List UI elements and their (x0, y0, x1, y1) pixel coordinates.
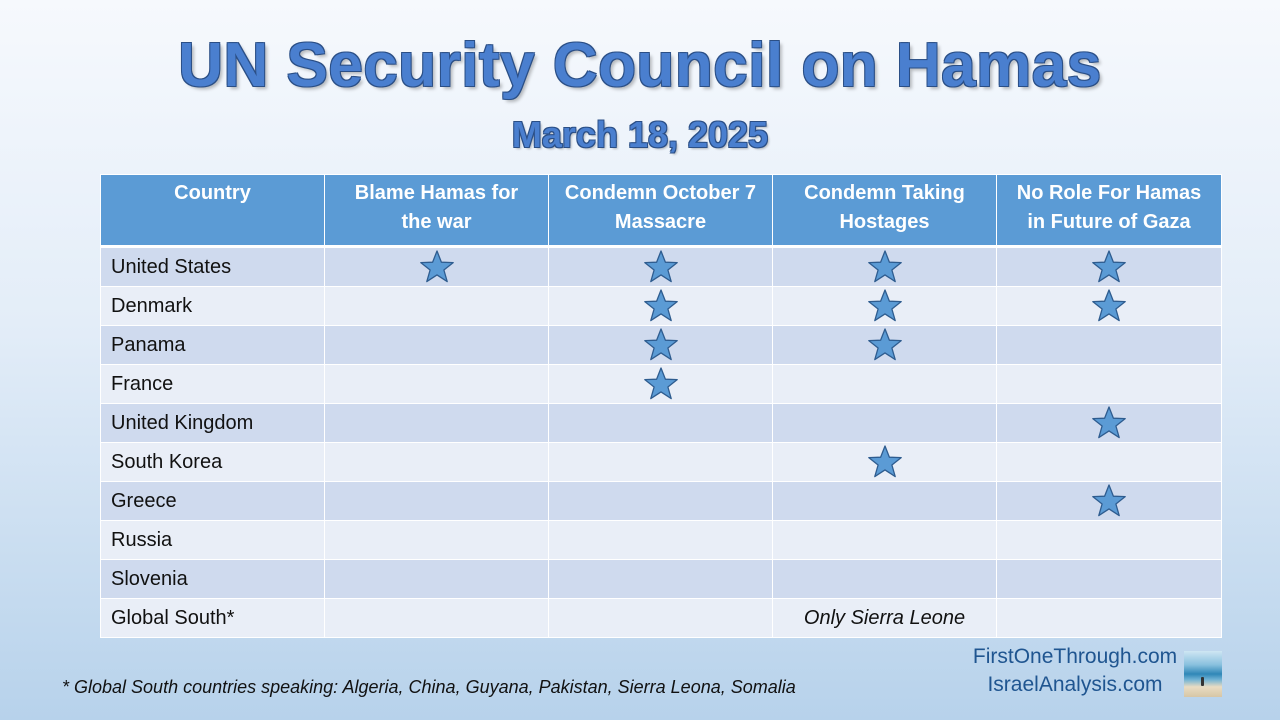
country-cell: South Korea (100, 442, 325, 482)
column-header-line: in Future of Gaza (1027, 211, 1191, 233)
vote-cell (324, 442, 549, 482)
column-header-line: Hostages (839, 211, 930, 233)
star-icon (643, 288, 679, 324)
footnote: * Global South countries speaking: Alger… (62, 677, 796, 697)
star-icon (1091, 288, 1127, 324)
vote-cell (772, 403, 997, 443)
country-cell: Denmark (100, 286, 325, 326)
star-icon (1091, 483, 1127, 519)
beach-photo-icon (1184, 651, 1222, 697)
vote-cell (324, 520, 549, 560)
vote-cell (996, 598, 1222, 638)
country-cell: Slovenia (100, 559, 325, 599)
country-cell: France (100, 364, 325, 404)
star-icon (867, 249, 903, 285)
star-icon (419, 249, 455, 285)
vote-cell (548, 364, 773, 404)
table-row: Russia (100, 520, 1222, 560)
vote-cell (772, 286, 997, 326)
vote-cell (772, 559, 997, 599)
vote-cell (996, 364, 1222, 404)
star-icon (643, 327, 679, 363)
vote-cell (324, 403, 549, 443)
vote-cell (772, 246, 997, 287)
star-icon (643, 249, 679, 285)
column-header-line: Condemn Taking (804, 182, 965, 204)
person-figure (1201, 677, 1204, 686)
table-row: Greece (100, 481, 1222, 521)
country-cell: Russia (100, 520, 325, 560)
vote-cell (324, 286, 549, 326)
vote-cell (996, 325, 1222, 365)
vote-cell (996, 520, 1222, 560)
vote-cell (548, 246, 773, 287)
vote-cell (772, 520, 997, 560)
vote-cell (996, 403, 1222, 443)
votes-table: Country Blame Hamas for the war Condemn Oct… (100, 174, 1222, 638)
vote-cell (324, 364, 549, 404)
country-cell: United States (100, 246, 325, 287)
column-header-line: Massacre (614, 211, 707, 233)
table-row: United States (100, 246, 1222, 287)
credits: FirstOneThrough.com IsraelAnalysis.com (960, 643, 1190, 699)
vote-cell (996, 286, 1222, 326)
vote-cell (772, 364, 997, 404)
vote-cell (548, 442, 773, 482)
column-header: No Role For Hamas in Future of Gaza (996, 174, 1222, 248)
credit-site-1[interactable]: FirstOneThrough.com (972, 645, 1178, 668)
country-cell: United Kingdom (100, 403, 325, 443)
vote-cell (324, 598, 549, 638)
vote-cell (548, 598, 773, 638)
vote-cell (548, 520, 773, 560)
vote-cell (548, 481, 773, 521)
vote-cell (772, 325, 997, 365)
vote-cell (324, 559, 549, 599)
table-row: Panama (100, 325, 1222, 365)
table-row: Global South* Only Sierra Leone (100, 598, 1222, 638)
vote-cell (772, 481, 997, 521)
vote-cell (548, 403, 773, 443)
vote-cell (548, 559, 773, 599)
column-header-line: Condemn October 7 (564, 182, 757, 204)
vote-cell (772, 442, 997, 482)
star-icon (643, 366, 679, 402)
country-cell: Global South* (100, 598, 325, 638)
vote-cell (996, 559, 1222, 599)
star-icon (1091, 249, 1127, 285)
table-row: United Kingdom (100, 403, 1222, 443)
page-title: UN Security Council on Hamas (178, 31, 1102, 100)
country-cell: Greece (100, 481, 325, 521)
country-cell: Panama (100, 325, 325, 365)
vote-cell (548, 286, 773, 326)
column-header: Condemn Taking Hostages (772, 174, 997, 248)
column-header: Country (100, 174, 325, 248)
column-header-line: the war (401, 211, 472, 233)
cell-note: Only Sierra Leone (803, 606, 966, 629)
table-header-row: Country Blame Hamas for the war Condemn Oct… (100, 174, 1222, 248)
vote-cell (996, 442, 1222, 482)
star-icon (867, 288, 903, 324)
star-icon (1091, 405, 1127, 441)
table-row: Slovenia (100, 559, 1222, 599)
table-row: Denmark (100, 286, 1222, 326)
column-header-line: Country (174, 182, 251, 204)
vote-cell (324, 325, 549, 365)
table-row: South Korea (100, 442, 1222, 482)
vote-cell (324, 481, 549, 521)
vote-cell (548, 325, 773, 365)
column-header-line: No Role For Hamas (1016, 182, 1202, 204)
vote-cell: Only Sierra Leone (772, 598, 997, 638)
table-row: France (100, 364, 1222, 404)
star-icon (867, 444, 903, 480)
column-header-line: Blame Hamas for (354, 182, 519, 204)
page-subtitle: March 18, 2025 (511, 114, 769, 155)
vote-cell (996, 481, 1222, 521)
column-header: Blame Hamas for the war (324, 174, 549, 248)
credit-site-2[interactable]: IsraelAnalysis.com (987, 673, 1163, 696)
vote-cell (996, 246, 1222, 287)
vote-cell (324, 246, 549, 287)
column-header: Condemn October 7 Massacre (548, 174, 773, 248)
star-icon (867, 327, 903, 363)
table-body: United States Denmark Panama France United K… (100, 246, 1222, 638)
